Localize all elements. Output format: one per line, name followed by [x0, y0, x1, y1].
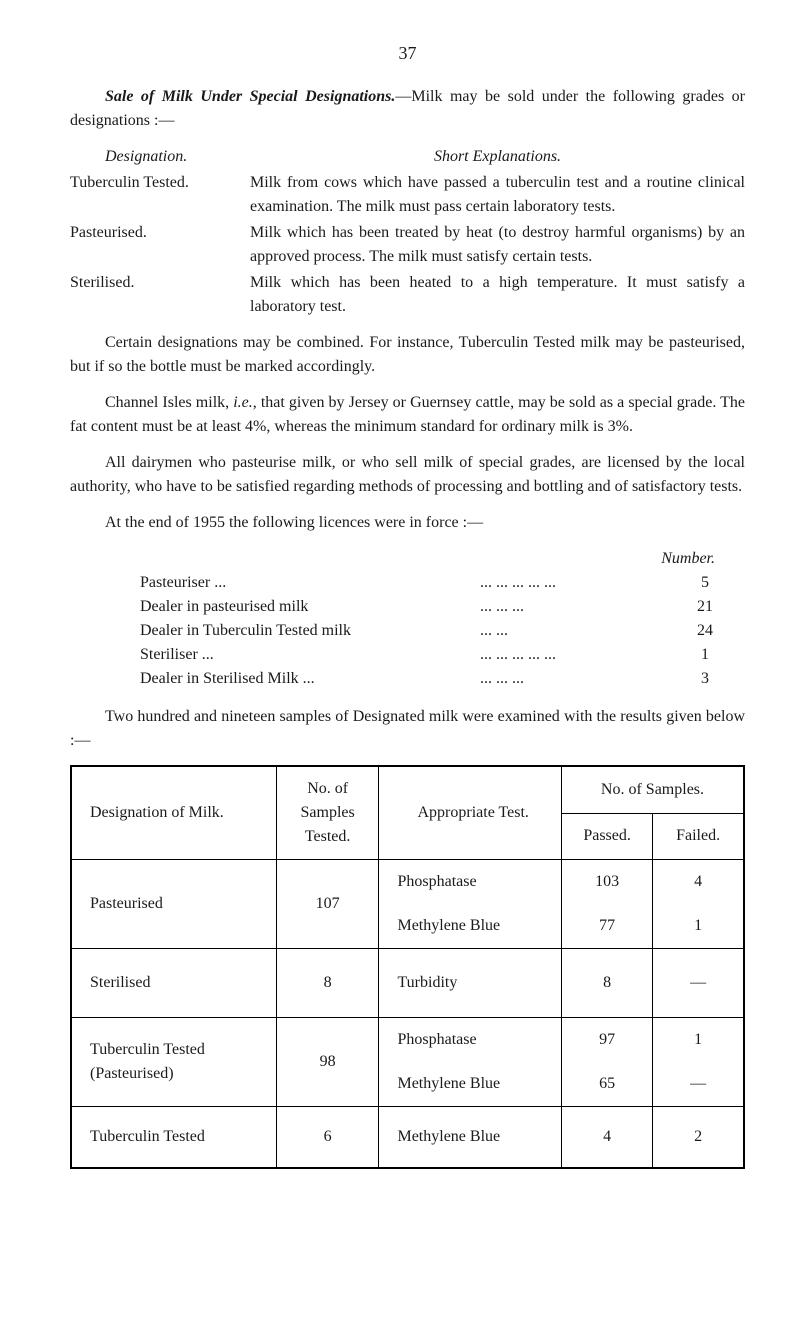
cell-designation: Tuberculin Tested (Pasteurised) — [71, 1018, 276, 1107]
cell-test: Phosphatase — [379, 860, 561, 904]
licence-row: Dealer in Tuberculin Tested milk ... ...… — [70, 619, 745, 643]
licence-row: Steriliser ... ... ... ... ... ... 1 — [70, 643, 745, 667]
licence-list: Number. Pasteuriser ... ... ... ... ... … — [70, 547, 745, 691]
p2-ie: i.e. — [233, 394, 253, 411]
licence-label: Pasteuriser ... — [140, 571, 480, 595]
cell-passed: 8 — [561, 949, 652, 1018]
licence-row: Dealer in Sterilised Milk ... ... ... ..… — [70, 667, 745, 691]
table-header-designation: Designation of Milk. — [71, 766, 276, 860]
licence-value: 3 — [665, 667, 745, 691]
cell-test: Phosphatase — [379, 1018, 561, 1062]
cell-failed: 4 — [653, 860, 743, 904]
cell-failed: 2 — [653, 1107, 744, 1169]
definition-label: Sterilised. — [70, 271, 250, 295]
cell-samples: 98 — [276, 1018, 379, 1107]
licence-value: 24 — [665, 619, 745, 643]
licence-row: Dealer in pasteurised milk ... ... ... 2… — [70, 595, 745, 619]
licence-label: Dealer in pasteurised milk — [140, 595, 480, 619]
cell-test: Methylene Blue — [379, 904, 561, 948]
cell-test: Methylene Blue — [379, 1062, 561, 1106]
samples-table: Designation of Milk. No. of Samples Test… — [70, 765, 745, 1169]
page-number: 37 — [70, 40, 745, 67]
cell-designation: Sterilised — [71, 949, 276, 1018]
definition-label: Pasteurised. — [70, 221, 250, 245]
table-header-failed: Failed. — [653, 813, 744, 860]
cell-designation: Tuberculin Tested — [71, 1107, 276, 1169]
cell-passed: 4 — [561, 1107, 652, 1169]
cell-passed: 97 — [562, 1018, 652, 1062]
licence-label: Steriliser ... — [140, 643, 480, 667]
licence-value: 1 — [665, 643, 745, 667]
definition-row: Pasteurised. Milk which has been treated… — [70, 221, 745, 269]
licence-row: Pasteuriser ... ... ... ... ... ... 5 — [70, 571, 745, 595]
licence-dots: ... ... ... ... ... — [480, 643, 665, 667]
licence-label: Dealer in Tuberculin Tested milk — [140, 619, 480, 643]
licence-header-row: Number. — [70, 547, 745, 571]
definition-header-right: Short Explanations. — [250, 145, 745, 169]
table-header-passed: Passed. — [561, 813, 652, 860]
cell-passed: 77 — [562, 904, 652, 948]
cell-passed: 103 — [562, 860, 652, 904]
definition-header-left: Designation. — [70, 145, 250, 169]
cell-passed: 65 — [562, 1062, 652, 1106]
cell-failed: 1 — [653, 1018, 743, 1062]
table-header-samples-group: No. of Samples. — [561, 766, 744, 813]
table-row: Sterilised 8 Turbidity 8 — — [71, 949, 744, 1018]
cell-failed: — — [653, 949, 744, 1018]
cell-test: Turbidity — [379, 949, 562, 1018]
cell-samples: 107 — [276, 860, 379, 949]
licence-dots: ... ... ... — [480, 595, 665, 619]
intro-title: Sale of Milk Under Special Designations. — [105, 88, 395, 105]
cell-designation: Pasteurised — [71, 860, 276, 949]
definition-row: Sterilised. Milk which has been heated t… — [70, 271, 745, 319]
definitions-block: Designation. Short Explanations. Tubercu… — [70, 145, 745, 319]
table-header-samples: No. of Samples Tested. — [276, 766, 379, 860]
licence-dots: ... ... ... ... ... — [480, 571, 665, 595]
cell-samples: 8 — [276, 949, 379, 1018]
licence-value: 5 — [665, 571, 745, 595]
licence-value: 21 — [665, 595, 745, 619]
definition-text: Milk which has been heated to a high tem… — [250, 271, 745, 319]
table-header-test: Appropriate Test. — [379, 766, 562, 860]
licence-dots: ... ... ... — [480, 667, 665, 691]
licence-label: Dealer in Sterilised Milk ... — [140, 667, 480, 691]
licence-header: Number. — [480, 547, 745, 571]
table-row: Pasteurised 107 Phosphatase Methylene Bl… — [71, 860, 744, 949]
definition-label: Tuberculin Tested. — [70, 171, 250, 195]
body-paragraph-2: Channel Isles milk, i.e., that given by … — [70, 391, 745, 439]
intro-paragraph: Sale of Milk Under Special Designations.… — [70, 85, 745, 133]
licence-dots: ... ... — [480, 619, 665, 643]
cell-samples: 6 — [276, 1107, 379, 1169]
table-row: Tuberculin Tested 6 Methylene Blue 4 2 — [71, 1107, 744, 1169]
cell-failed: 1 — [653, 904, 743, 948]
cell-failed: — — [653, 1062, 743, 1106]
table-row: Tuberculin Tested (Pasteurised) 98 Phosp… — [71, 1018, 744, 1107]
definition-text: Milk which has been treated by heat (to … — [250, 221, 745, 269]
p2-pre: Channel Isles milk, — [105, 394, 233, 411]
conclusion-paragraph: Two hundred and nineteen samples of Desi… — [70, 705, 745, 753]
body-paragraph-1: Certain designations may be combined. Fo… — [70, 331, 745, 379]
definition-row: Tuberculin Tested. Milk from cows which … — [70, 171, 745, 219]
definition-text: Milk from cows which have passed a tuber… — [250, 171, 745, 219]
body-paragraph-4: At the end of 1955 the following licence… — [70, 511, 745, 535]
body-paragraph-3: All dairymen who pasteurise milk, or who… — [70, 451, 745, 499]
cell-test: Methylene Blue — [379, 1107, 562, 1169]
